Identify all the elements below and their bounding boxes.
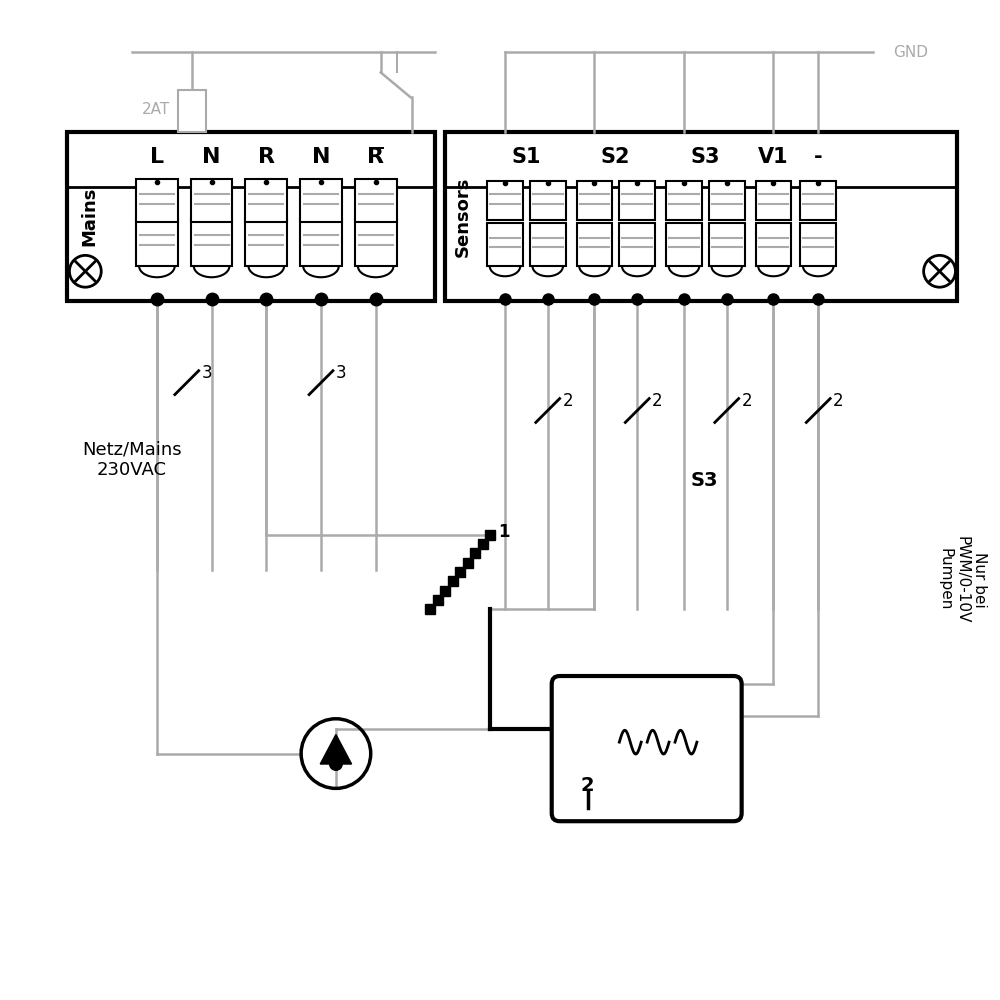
Bar (470, 548, 480, 558)
Bar (530, 223, 566, 266)
Bar (191, 219, 232, 266)
Bar (530, 181, 566, 220)
Bar (756, 181, 791, 220)
Bar (666, 223, 702, 266)
Bar (800, 181, 836, 220)
Text: S1: S1 (511, 147, 541, 167)
Bar (709, 181, 745, 220)
Bar (709, 223, 745, 266)
Bar (245, 179, 287, 222)
Text: R: R (258, 147, 275, 167)
Bar (756, 223, 791, 266)
Bar (433, 595, 443, 605)
Text: N: N (312, 147, 330, 167)
Bar (67, 132, 435, 301)
Text: -: - (814, 147, 823, 167)
Text: S3: S3 (691, 471, 719, 490)
Bar (800, 223, 836, 266)
Text: GND: GND (893, 45, 928, 60)
Text: S3: S3 (690, 147, 720, 167)
Bar (619, 223, 655, 266)
Text: 3: 3 (336, 364, 347, 382)
Bar (478, 539, 488, 549)
Bar (487, 223, 523, 266)
Bar (577, 181, 612, 220)
Bar (487, 181, 523, 220)
Text: N: N (202, 147, 221, 167)
Bar (191, 179, 232, 222)
Circle shape (330, 758, 342, 770)
Bar (485, 530, 495, 540)
Text: 2AT: 2AT (142, 102, 170, 117)
Polygon shape (320, 734, 352, 764)
Bar (178, 90, 206, 132)
Bar (577, 223, 612, 266)
Text: Nur bei
PWM/0-10V
Pumpen: Nur bei PWM/0-10V Pumpen (938, 536, 987, 623)
Text: 2: 2 (742, 392, 752, 410)
Text: Mains: Mains (80, 187, 98, 246)
Bar (440, 586, 450, 596)
Bar (425, 604, 435, 614)
Bar (136, 219, 178, 266)
Bar (455, 567, 465, 577)
Bar (355, 179, 397, 222)
Text: Netz/Mains
230VAC: Netz/Mains 230VAC (82, 440, 182, 479)
Bar (619, 181, 655, 220)
Text: Sensors: Sensors (454, 176, 472, 257)
Bar (445, 132, 957, 301)
Bar (136, 179, 178, 222)
Text: 2: 2 (652, 392, 663, 410)
Bar (355, 219, 397, 266)
Text: S2: S2 (601, 147, 630, 167)
Bar (245, 219, 287, 266)
Text: 3: 3 (202, 364, 212, 382)
Text: 2: 2 (563, 392, 573, 410)
Text: L: L (150, 147, 164, 167)
Bar (300, 179, 342, 222)
Text: V1: V1 (758, 147, 789, 167)
Text: 1: 1 (498, 523, 510, 541)
Bar (300, 219, 342, 266)
Bar (666, 181, 702, 220)
FancyBboxPatch shape (552, 676, 742, 821)
Bar (448, 576, 458, 586)
Bar (463, 558, 473, 568)
Text: R̅: R̅ (367, 147, 384, 167)
Text: 2: 2 (833, 392, 844, 410)
Text: 2: 2 (581, 776, 594, 795)
